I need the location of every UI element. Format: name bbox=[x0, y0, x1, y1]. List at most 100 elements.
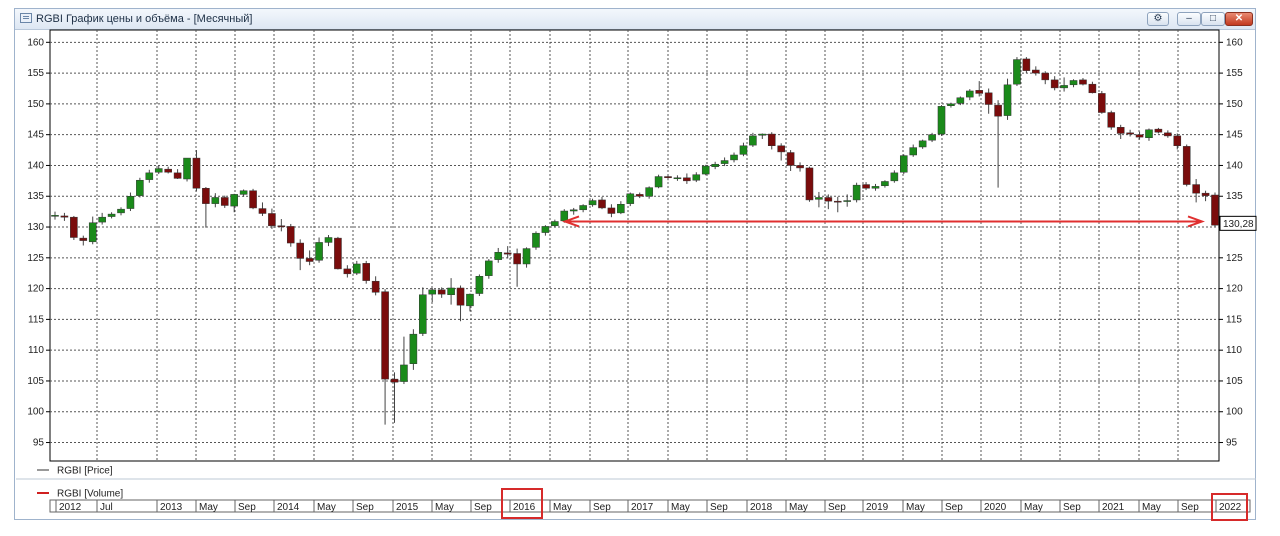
y-tick-label-left: 160 bbox=[27, 37, 44, 48]
candle-up bbox=[701, 165, 710, 175]
candle-up bbox=[720, 160, 729, 164]
candle-down bbox=[777, 145, 785, 153]
y-tick-label-left: 100 bbox=[27, 407, 44, 418]
x-tick-label: 2015 bbox=[396, 502, 419, 513]
candle-up bbox=[154, 168, 163, 173]
minimize-icon: – bbox=[1186, 13, 1192, 24]
y-tick-label-right: 105 bbox=[1226, 376, 1243, 387]
candle-up bbox=[447, 287, 455, 296]
y-tick-label-left: 120 bbox=[27, 284, 44, 295]
legend-volume-label: RGBI [Volume] bbox=[57, 489, 123, 500]
close-button[interactable]: ✕ bbox=[1225, 12, 1253, 26]
last-price-label: 130,28 bbox=[1223, 219, 1254, 230]
x-tick-label: May bbox=[671, 502, 690, 513]
highlight-box-2022 bbox=[1211, 493, 1248, 521]
y-tick-label-right: 160 bbox=[1226, 37, 1243, 48]
candle-up bbox=[419, 294, 427, 334]
y-tick-label-right: 120 bbox=[1226, 284, 1243, 295]
candle-down bbox=[362, 263, 371, 281]
candle-down bbox=[1107, 112, 1116, 128]
candle-up bbox=[654, 176, 663, 188]
y-tick-label-left: 130 bbox=[27, 222, 44, 233]
candle-down bbox=[975, 90, 984, 94]
candle-down bbox=[249, 190, 257, 209]
candle-down bbox=[1211, 194, 1219, 226]
candle-down bbox=[296, 242, 304, 259]
candle-up bbox=[1145, 129, 1153, 138]
candle-down bbox=[1126, 132, 1134, 135]
y-tick-label-right: 100 bbox=[1226, 407, 1243, 418]
candle-down bbox=[1041, 72, 1050, 81]
candle-down bbox=[1192, 184, 1200, 194]
candle-down bbox=[371, 280, 380, 293]
y-tick-label-right: 115 bbox=[1226, 314, 1242, 325]
candle-down bbox=[381, 291, 389, 380]
candle-up bbox=[815, 197, 823, 200]
candle-up bbox=[1003, 84, 1012, 116]
y-tick-label-left: 95 bbox=[33, 438, 45, 449]
x-tick-label: May bbox=[1024, 502, 1043, 513]
y-tick-label-left: 140 bbox=[27, 160, 44, 171]
candle-up bbox=[494, 252, 503, 260]
level-arrow-head-left bbox=[562, 215, 580, 228]
candle-down bbox=[824, 197, 833, 202]
candle-down bbox=[786, 152, 795, 166]
last-price-box bbox=[1219, 215, 1257, 231]
x-tick-label: May bbox=[1142, 502, 1161, 513]
candle-up bbox=[428, 289, 437, 295]
level-arrow-head-right bbox=[1187, 215, 1205, 228]
candle-down bbox=[202, 187, 210, 204]
candle-down bbox=[192, 157, 201, 189]
x-tick-label: Sep bbox=[356, 502, 374, 513]
candle-up bbox=[551, 221, 559, 227]
y-tick-label-right: 150 bbox=[1226, 99, 1243, 110]
candle-down bbox=[343, 268, 352, 275]
candle-down bbox=[268, 213, 276, 227]
legend-price-label: RGBI [Price] bbox=[57, 466, 113, 477]
candle-up bbox=[1069, 80, 1078, 86]
candle-down bbox=[164, 168, 172, 173]
x-tick-label: 2012 bbox=[59, 502, 82, 513]
candle-up bbox=[758, 133, 767, 136]
y-tick-label-left: 150 bbox=[27, 99, 44, 110]
settings-button[interactable]: ⚙ bbox=[1147, 12, 1169, 26]
candle-down bbox=[833, 200, 842, 203]
candle-up bbox=[51, 215, 59, 217]
candle-up bbox=[239, 190, 248, 195]
candle-up bbox=[98, 216, 106, 223]
y-tick-label-right: 140 bbox=[1226, 160, 1243, 171]
candle-up bbox=[560, 210, 569, 222]
candle-up bbox=[899, 155, 908, 173]
x-tick-label: Sep bbox=[710, 502, 728, 513]
x-tick-label: 2019 bbox=[866, 502, 889, 513]
candle-up bbox=[145, 172, 154, 180]
candle-up bbox=[126, 195, 135, 209]
x-tick-label: Sep bbox=[945, 502, 963, 513]
y-tick-label-left: 115 bbox=[28, 314, 44, 325]
chart-window-icon bbox=[20, 13, 32, 23]
candle-down bbox=[1173, 135, 1182, 147]
candle-down bbox=[305, 258, 314, 262]
x-tick-label: Jul bbox=[100, 502, 113, 513]
candle-up bbox=[541, 226, 550, 233]
candle-down bbox=[277, 225, 286, 228]
candle-up bbox=[890, 172, 899, 182]
candle-up bbox=[107, 213, 116, 217]
candle-up bbox=[569, 209, 578, 212]
candle-up bbox=[956, 97, 965, 104]
candle-up bbox=[852, 184, 861, 201]
candle-down bbox=[607, 207, 616, 214]
candle-up bbox=[475, 276, 484, 294]
minimize-button[interactable]: – bbox=[1177, 12, 1201, 26]
candle-up bbox=[1060, 85, 1068, 89]
candle-up bbox=[928, 134, 936, 141]
candle-down bbox=[79, 237, 88, 241]
x-tick-label: 2022 bbox=[1219, 502, 1242, 513]
candle-down bbox=[60, 215, 69, 218]
candle-up bbox=[711, 163, 719, 167]
maximize-button[interactable]: □ bbox=[1201, 12, 1225, 26]
candle-up bbox=[183, 157, 191, 180]
candle-up bbox=[966, 90, 974, 98]
y-tick-label-left: 155 bbox=[27, 68, 44, 79]
